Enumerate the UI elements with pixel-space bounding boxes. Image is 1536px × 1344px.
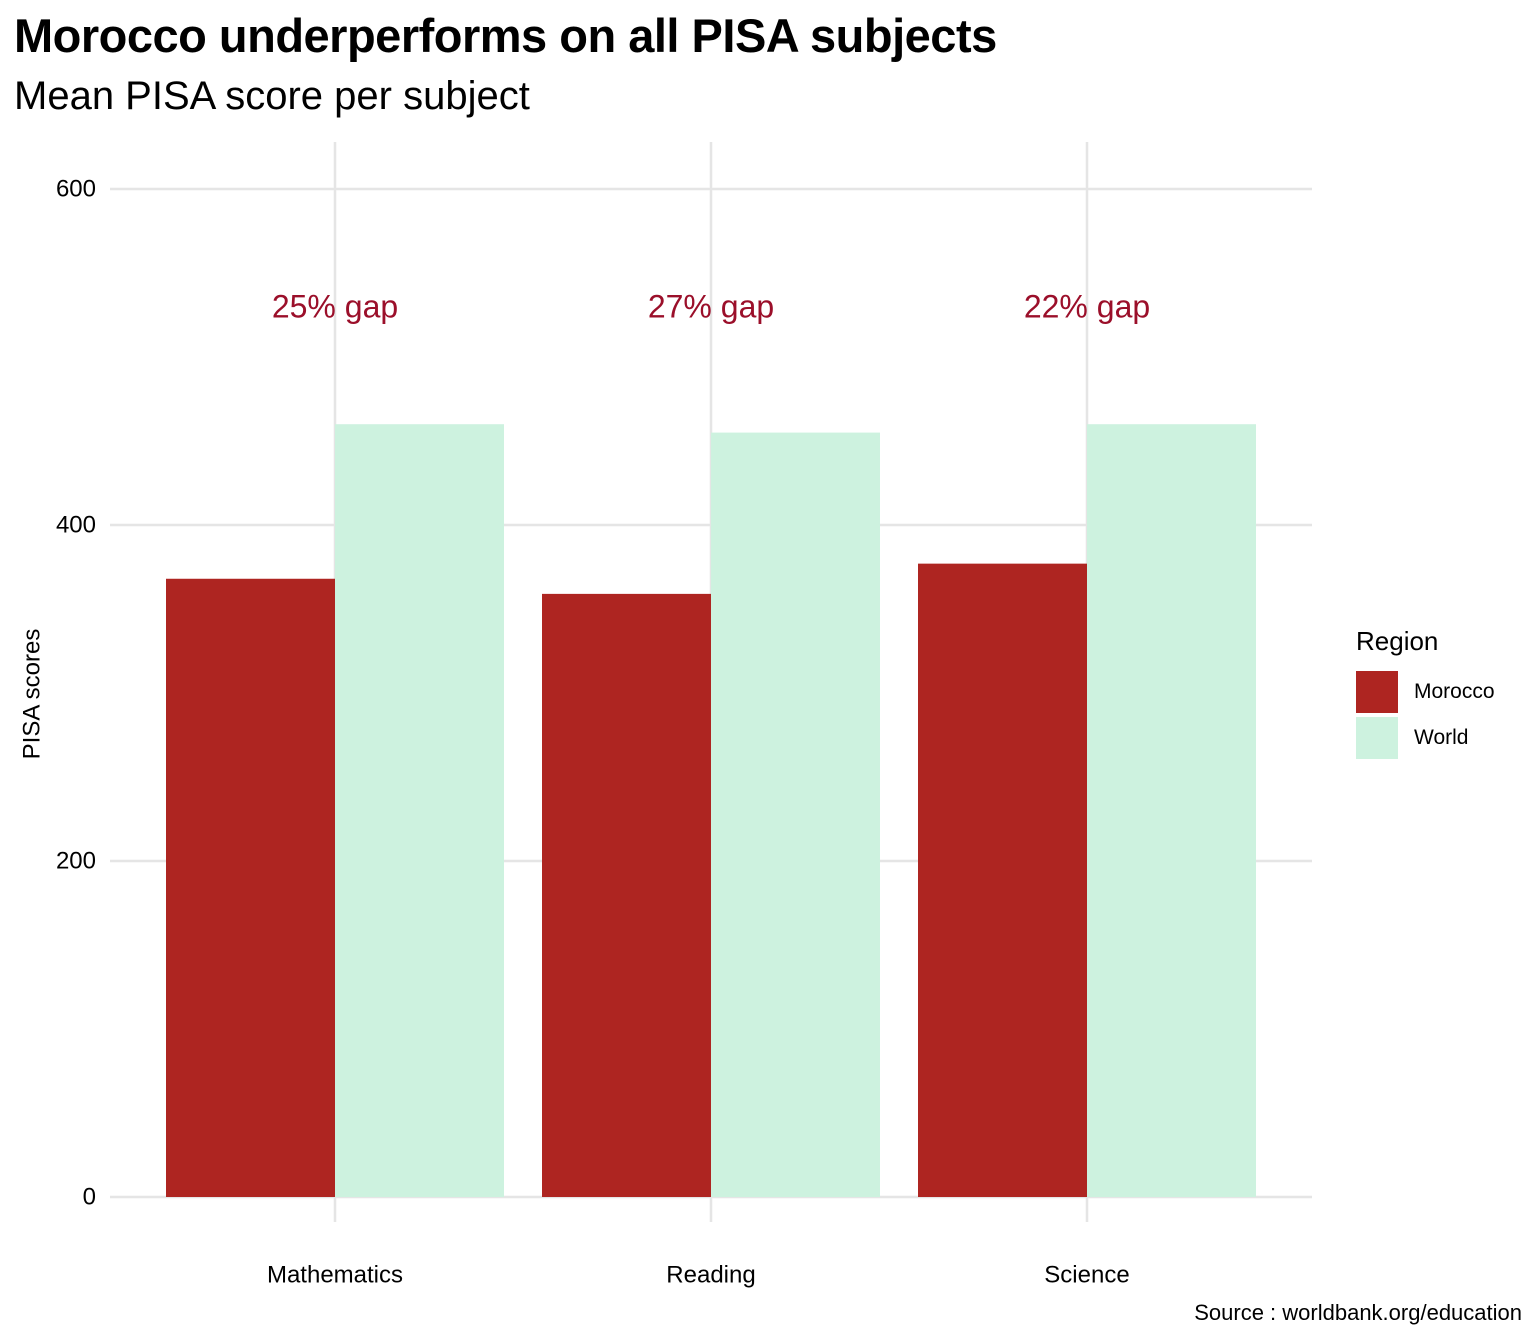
y-tick-label-0: 0	[83, 1184, 96, 1211]
y-axis-title: PISA scores	[19, 629, 46, 760]
y-tick-label-200: 200	[56, 848, 96, 875]
legend-title: Region	[1356, 626, 1439, 656]
legend-label-world: World	[1414, 726, 1469, 749]
chart-subtitle: Mean PISA score per subject	[14, 74, 530, 118]
legend-key-world	[1356, 717, 1398, 759]
chart-title: Morocco underperforms on all PISA subjec…	[14, 9, 997, 62]
x-tick-label-science: Science	[1044, 1262, 1129, 1289]
x-tick-label-reading: Reading	[666, 1262, 755, 1289]
axes: 0 200 400 600 Mathematics Reading Science PISA …	[19, 176, 1130, 1289]
y-tick-label-400: 400	[56, 512, 96, 539]
legend-key-morocco	[1356, 671, 1398, 713]
legend-item-world: World	[1356, 715, 1495, 761]
legend-label-morocco: Morocco	[1414, 680, 1495, 703]
gap-label-science: 22% gap	[1024, 289, 1150, 325]
bar-world-mathematics	[335, 424, 504, 1197]
source-caption: Source : worldbank.org/education	[1194, 1300, 1522, 1325]
gap-annotations: 25% gap 27% gap 22% gap	[272, 289, 1150, 325]
y-tick-label-600: 600	[56, 176, 96, 203]
gap-label-mathematics: 25% gap	[272, 289, 398, 325]
bar-world-reading	[711, 432, 880, 1198]
gap-label-reading: 27% gap	[648, 289, 774, 325]
legend-item-morocco: Morocco	[1356, 669, 1495, 715]
bar-morocco-mathematics	[166, 578, 335, 1197]
bars	[166, 424, 1256, 1198]
bar-world-science	[1087, 424, 1256, 1197]
x-tick-label-mathematics: Mathematics	[267, 1262, 403, 1289]
legend: Region Morocco World	[1356, 626, 1495, 761]
bar-morocco-reading	[542, 593, 711, 1197]
bar-morocco-science	[918, 563, 1087, 1197]
